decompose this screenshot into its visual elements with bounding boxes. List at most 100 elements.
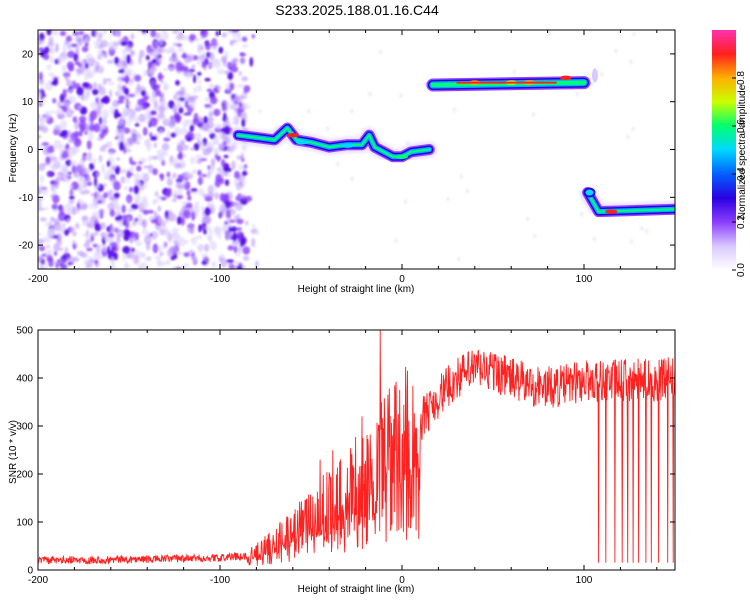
noise-blob <box>61 65 67 73</box>
noise-blob <box>102 95 110 105</box>
noise-blob <box>168 121 176 128</box>
ridge <box>230 68 675 220</box>
noise-blob <box>141 199 149 210</box>
noise-blob <box>157 216 164 224</box>
noise-blob <box>235 266 244 269</box>
noise-blob <box>110 176 114 186</box>
noise-blob <box>38 184 43 188</box>
noise-blob <box>245 220 249 226</box>
noise-blob <box>38 114 41 118</box>
noise-blob <box>181 65 189 72</box>
noise-blob <box>224 70 231 75</box>
noise-blob <box>157 75 165 79</box>
noise-blob <box>177 90 185 97</box>
noise-blob <box>82 232 90 237</box>
noise-blob <box>190 236 198 245</box>
noise-blob <box>210 241 217 251</box>
noise-blob <box>141 30 148 33</box>
noise-blob <box>193 87 197 94</box>
y-tick-label: 300 <box>16 422 33 433</box>
noise-blob <box>146 118 150 126</box>
noise-blob <box>46 244 50 248</box>
noise-blob <box>92 88 99 96</box>
noise-blob <box>45 156 51 164</box>
noise-blob <box>78 30 85 36</box>
noise-blob <box>240 177 246 181</box>
noise-blob <box>89 215 98 224</box>
noise-blob <box>160 173 164 181</box>
noise-blob <box>139 184 144 191</box>
noise-blob <box>85 53 93 64</box>
noise-blob <box>162 242 166 251</box>
noise-blob <box>229 82 235 91</box>
noise-blob <box>223 193 230 202</box>
noise-blob <box>171 266 178 269</box>
noise-blob <box>592 236 596 242</box>
noise-blob <box>459 174 463 179</box>
noise-blob <box>89 110 98 120</box>
noise-blob <box>68 64 75 72</box>
noise-blob <box>89 123 95 132</box>
noise-blob <box>53 218 60 226</box>
noise-blob <box>166 171 171 178</box>
y-tick-label: 10 <box>22 97 34 108</box>
noise-blob <box>114 165 121 175</box>
x-tick-label: -200 <box>28 575 48 586</box>
noise-blob <box>196 84 202 92</box>
noise-blob <box>196 235 203 240</box>
noise-blob <box>645 229 649 234</box>
noise-blob <box>99 86 106 96</box>
noise-blob <box>184 92 191 98</box>
noise-blob <box>97 51 105 58</box>
noise-blob <box>44 262 48 269</box>
noise-blob <box>114 30 121 37</box>
noise-blob <box>235 252 241 257</box>
noise-blob <box>629 239 633 244</box>
noise-blob <box>153 142 157 148</box>
noise-blob <box>175 80 180 86</box>
noise-blob <box>163 137 171 142</box>
noise-blob <box>186 190 191 197</box>
noise-blob <box>136 165 142 172</box>
noise-blob <box>64 246 69 256</box>
noise-blob <box>137 263 142 269</box>
noise-blob <box>232 57 239 63</box>
noise-blob <box>171 199 178 202</box>
noise-blob <box>204 104 212 108</box>
noise-blob <box>220 257 228 268</box>
noise-blob <box>218 46 224 54</box>
noise-blob <box>183 210 191 219</box>
noise-blob <box>219 204 227 211</box>
noise-blob <box>84 125 90 133</box>
noise-blob <box>103 192 109 199</box>
noise-blob <box>173 193 178 200</box>
noise-blob <box>243 85 251 93</box>
noise-blob <box>225 230 232 241</box>
noise-blob <box>157 205 162 212</box>
noise-blob <box>144 234 152 245</box>
noise-blob <box>172 42 180 47</box>
noise-blob <box>190 225 195 235</box>
noise-blob <box>232 115 238 124</box>
noise-blob <box>157 113 166 120</box>
noise-blob <box>239 111 247 120</box>
colorbar-tick-label: 0.4 <box>736 167 747 181</box>
noise-blob <box>38 71 43 81</box>
noise-blob <box>67 50 76 59</box>
colorbar-scale <box>712 30 736 270</box>
noise-blob <box>160 77 164 85</box>
noise-blob <box>212 40 218 48</box>
noise-blob <box>82 189 90 195</box>
snr-series-line <box>38 330 675 566</box>
noise-blob <box>98 208 105 214</box>
noise-blob <box>208 63 215 68</box>
noise-blob <box>177 190 183 195</box>
noise-blob <box>218 255 222 263</box>
noise-blob <box>50 226 56 232</box>
noise-blob <box>138 113 146 123</box>
noise-blob <box>86 176 92 183</box>
noise-blob <box>87 132 94 141</box>
hot-spot <box>341 143 354 148</box>
noise-blob <box>67 138 76 144</box>
noise-blob <box>193 74 197 84</box>
